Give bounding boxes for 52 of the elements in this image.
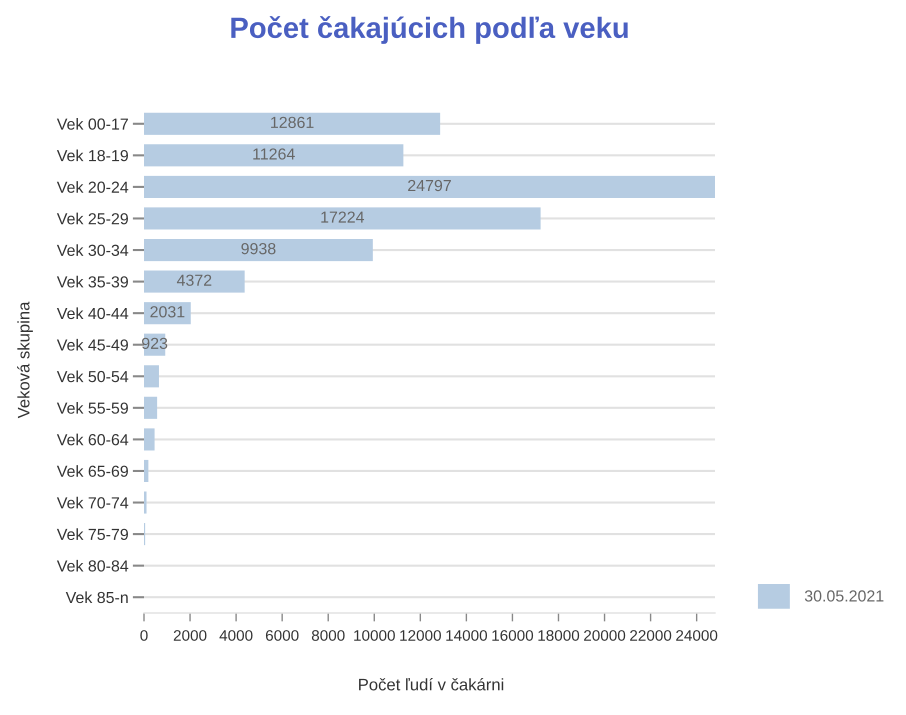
data-label: 9938 [241,243,276,254]
y-tick-label: Vek 35-39 [56,276,128,288]
y-tick-label: Vek 75-79 [56,528,128,540]
bar [144,270,245,293]
x-axis-title: Počet ľudí v čakárni [359,678,504,690]
y-tick-label: Vek 20-24 [56,181,128,193]
x-tick-label: 22000 [630,630,672,641]
data-label: 17224 [321,211,364,223]
data-label: 12861 [271,116,314,128]
y-tick-label: Vek 40-44 [56,307,128,320]
y-axis-title: Veková skupina [17,302,33,418]
x-tick-label: 8000 [312,630,345,641]
x-tick-label: 14000 [446,630,488,641]
data-label: 4372 [176,274,212,286]
x-tick-label: 10000 [354,630,395,641]
y-tick-label: Vek 80-84 [56,560,128,572]
data-label: 24797 [408,180,451,192]
y-tick-label: Vek 30-34 [56,244,128,256]
x-tick-label: 20000 [584,630,626,641]
x-tick-label: 4000 [219,630,253,641]
y-tick-label: Vek 50-54 [56,370,128,382]
x-tick-label: 18000 [538,630,580,641]
bar [144,491,147,514]
bar [144,396,158,419]
x-tick-label: 16000 [492,630,534,641]
y-tick-label: Vek 70-74 [56,496,128,508]
x-tick-label: 12000 [400,630,441,641]
x-tick-label: 6000 [266,630,299,641]
bar [144,112,440,135]
bar [144,238,373,262]
data-label: 923 [142,338,168,350]
chart-title: Počet čakajúcich podľa veku [231,16,628,44]
bar [144,207,541,230]
bar [144,144,404,166]
bar [144,460,148,482]
bar [144,365,159,388]
x-tick-label: 2000 [174,630,206,641]
bar [144,428,155,450]
y-tick-label: Vek 60-64 [56,434,128,446]
y-tick-label: Vek 25-29 [56,212,128,224]
x-tick-label: 24000 [676,630,718,641]
y-tick-label: Vek 18-19 [56,150,128,162]
x-tick-label: 0 [140,630,148,641]
data-label: 11264 [253,148,295,160]
y-tick-label: Vek 85-n [66,591,128,604]
y-tick-label: Vek 65-69 [56,465,128,477]
legend-label: 30.05.2021 [804,590,884,602]
data-label: 2031 [150,306,184,318]
y-tick-label: Vek 55-59 [56,402,128,414]
y-tick-label: Vek 45-49 [56,338,128,351]
y-tick-label: Vek 00-17 [56,118,128,130]
bar [144,176,715,198]
